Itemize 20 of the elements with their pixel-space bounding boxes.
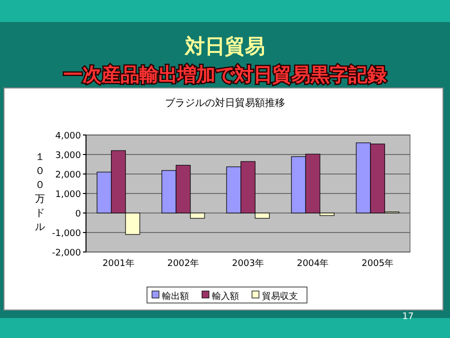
legend-label: 輸入額 [212,291,239,302]
chart-title: 対日貿易 [184,34,265,58]
y-tick-label: -1,000 [52,229,82,239]
x-tick-label: 2003年 [232,258,264,269]
y-tick-label: 4,000 [55,132,82,142]
legend-label: 貿易収支 [262,291,298,302]
y-tick-label: -2,000 [52,248,82,258]
x-tick-label: 2002年 [167,258,200,269]
y-axis-title: １００万ドル [35,152,45,233]
x-tick-label: 2005年 [362,258,394,269]
x-tick-label: 2001年 [102,258,134,269]
y-tick-label: 0 [75,210,82,220]
y-tick-label: 3,000 [55,151,82,161]
chart-subtitle: 一次産品輸出増加で対日貿易黒字記録 [64,64,386,86]
text: 17 [402,312,414,322]
x-tick-label: 2004年 [296,258,329,269]
y-tick-label: 1,000 [55,190,82,200]
y-tick-label: 2,000 [55,170,82,180]
legend-label: 輸出額 [162,291,189,302]
text: ブラジルの対日貿易額推移 [165,97,285,109]
